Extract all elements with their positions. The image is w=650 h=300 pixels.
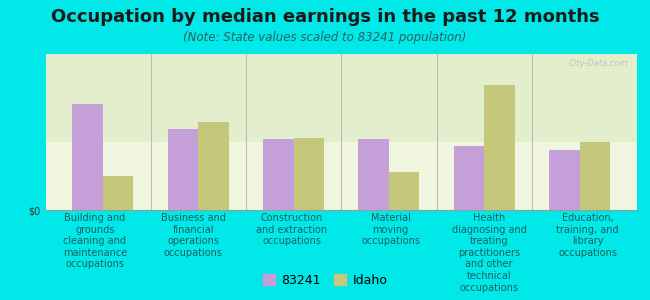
Bar <box>454 146 484 210</box>
Bar <box>103 176 133 210</box>
Bar <box>46 54 637 142</box>
Text: Education,
training, and
library
occupations: Education, training, and library occupat… <box>556 213 619 258</box>
Bar <box>294 138 324 210</box>
Bar <box>358 140 389 210</box>
Text: Construction
and extraction
occupations: Construction and extraction occupations <box>256 213 328 246</box>
Bar <box>168 129 198 210</box>
Bar <box>72 104 103 210</box>
Text: Health
diagnosing and
treating
practitioners
and other
technical
occupations: Health diagnosing and treating practitio… <box>452 213 526 292</box>
Bar <box>263 140 294 210</box>
Text: Material
moving
occupations: Material moving occupations <box>361 213 420 246</box>
Text: City-Data.com: City-Data.com <box>568 59 628 68</box>
Text: (Note: State values scaled to 83241 population): (Note: State values scaled to 83241 popu… <box>183 32 467 44</box>
Text: Business and
financial
operations
occupations: Business and financial operations occupa… <box>161 213 226 258</box>
Text: Building and
grounds
cleaning and
maintenance
occupations: Building and grounds cleaning and mainte… <box>62 213 127 269</box>
Bar <box>580 142 610 210</box>
Bar <box>484 85 515 210</box>
Bar <box>549 150 580 210</box>
Bar <box>46 142 637 210</box>
Bar <box>198 122 229 210</box>
Bar <box>389 172 419 210</box>
Text: Occupation by median earnings in the past 12 months: Occupation by median earnings in the pas… <box>51 8 599 26</box>
Legend: 83241, Idaho: 83241, Idaho <box>259 270 391 291</box>
